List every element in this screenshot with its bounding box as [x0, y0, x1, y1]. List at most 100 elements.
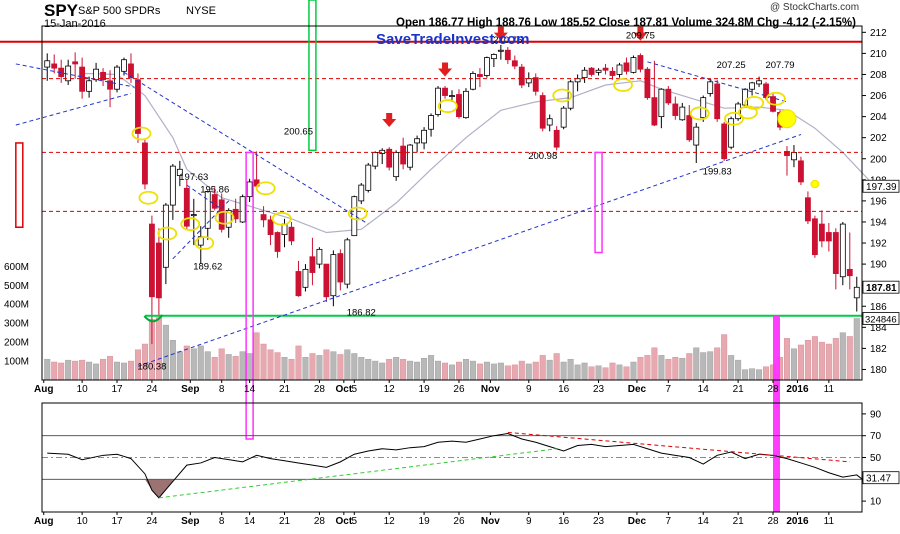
rsi-x-tick-label: 28: [314, 516, 326, 527]
highlight-ellipse: [214, 210, 235, 225]
price-tick-label: 202: [870, 133, 887, 144]
candle-body: [288, 226, 295, 242]
highlight-ellipse: [613, 78, 633, 92]
candle-body: [679, 106, 686, 121]
volume-bar: [839, 332, 846, 381]
candle-body: [218, 199, 225, 230]
rsi-x-tick-label: Sep: [181, 516, 199, 527]
trendline: [186, 184, 222, 210]
candle-body: [100, 71, 106, 81]
volume-bar: [407, 360, 414, 381]
volume-bar: [358, 357, 365, 381]
candle-body: [483, 57, 490, 76]
volume-bar: [644, 355, 651, 381]
x-tick-label: 14: [244, 384, 256, 395]
rsi-trendline: [507, 431, 850, 463]
volume-bar: [721, 334, 728, 381]
candle-body: [267, 219, 274, 236]
volume-bar: [497, 362, 504, 381]
volume-bar: [44, 358, 51, 381]
volume-bar: [581, 362, 588, 381]
candle-body: [714, 83, 721, 120]
volume-bar: [546, 359, 553, 381]
volume-bar: [483, 361, 490, 381]
volume-bar: [469, 360, 476, 381]
rsi-value-tag: 31.47: [866, 474, 891, 485]
rsi-x-tick-label: 23: [593, 516, 605, 527]
x-tick-label: Nov: [481, 384, 500, 395]
volume-bar: [449, 364, 455, 381]
x-tick-label: 14: [698, 384, 710, 395]
volume-tick-label: 500M: [4, 281, 29, 292]
candle-body: [623, 62, 630, 72]
candle-body: [190, 214, 197, 217]
candle-body: [142, 142, 148, 185]
volume-bar: [51, 361, 58, 381]
candle-body: [337, 253, 344, 283]
rsi-line: [47, 433, 871, 499]
rsi-x-tick-label: Aug: [34, 516, 53, 527]
volume-bar: [588, 366, 595, 381]
candle-body: [365, 164, 372, 191]
candle-body: [386, 148, 393, 168]
price-label: 200.98: [528, 151, 557, 162]
candle-body: [149, 223, 155, 298]
x-tick-label: Dec: [628, 384, 647, 395]
volume-bar: [442, 362, 449, 381]
candle-body: [686, 115, 693, 141]
price-tick-label: 204: [870, 112, 887, 123]
candle-body: [302, 268, 309, 288]
volume-bar: [344, 349, 351, 381]
candle-body: [128, 63, 134, 79]
volume-bar: [211, 357, 218, 381]
candle-body: [211, 194, 218, 209]
volume-bar: [574, 364, 581, 381]
candle-body: [825, 232, 832, 242]
trendline: [123, 71, 369, 225]
rsi-x-tick-label: 21: [733, 516, 745, 527]
volume-bar: [490, 363, 497, 381]
company-name: S&P 500 SPDRs: [78, 5, 161, 17]
volume-bar: [679, 358, 686, 381]
check-mark-icon: [143, 314, 164, 323]
volume-bar: [302, 357, 309, 381]
volume-tick-label: 400M: [4, 300, 29, 311]
price-tick-label: 190: [870, 260, 887, 271]
highlight-ellipse: [180, 217, 201, 231]
volume-bar: [783, 338, 790, 381]
price-tick-label: 208: [870, 70, 887, 81]
price-axis-tag: 187.81: [866, 283, 897, 294]
candle-body: [183, 187, 190, 227]
candles-layer: [44, 44, 860, 345]
candle-body: [330, 254, 337, 297]
candle-body: [581, 69, 588, 79]
volume-bar: [260, 343, 267, 381]
volume-bar: [658, 355, 665, 381]
candle-body: [239, 196, 246, 223]
volume-bar: [330, 351, 337, 381]
highlight-ellipse: [347, 206, 368, 221]
candle-body: [756, 80, 762, 85]
volume-bar: [818, 341, 825, 381]
candle-body: [260, 214, 267, 221]
candle-body: [414, 138, 421, 144]
rect-annotation: [308, 0, 317, 152]
volume-bar: [309, 353, 316, 381]
volume-bar: [246, 353, 253, 381]
highlight-ellipse: [744, 96, 765, 110]
rsi-x-tick-label: 9: [526, 516, 532, 527]
down-arrow-icon: [633, 26, 648, 41]
candle-body: [246, 181, 253, 198]
candle-body: [839, 223, 846, 278]
volume-bar: [567, 358, 574, 381]
volume-bar: [232, 356, 239, 381]
candle-body: [504, 49, 511, 61]
volume-bar: [93, 363, 100, 381]
candle-body: [344, 239, 351, 285]
x-tick-label: 28: [314, 384, 326, 395]
volume-axis-tag-box: [862, 312, 900, 325]
candle-body: [784, 150, 790, 156]
highlight-ellipse: [724, 111, 744, 126]
